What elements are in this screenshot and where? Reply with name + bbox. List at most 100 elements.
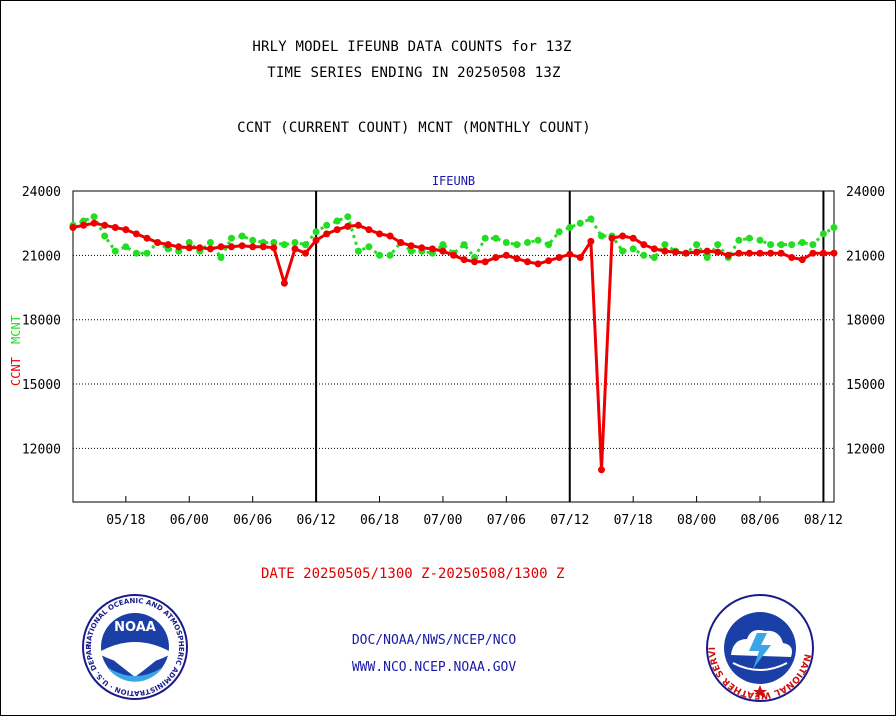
data-point-ccnt (80, 221, 88, 229)
data-point-mcnt (132, 249, 140, 257)
data-point-ccnt (502, 251, 510, 259)
data-point-ccnt (703, 247, 711, 255)
y-tick-label-left: 24000 (22, 185, 61, 200)
data-point-mcnt (788, 241, 796, 249)
data-point-mcnt (524, 239, 531, 246)
plot-area-frame (72, 190, 835, 503)
data-point-ccnt (344, 222, 352, 230)
noaa-logo: NATIONAL OCEANIC AND ATMOSPHERIC ADMINIS… (81, 593, 188, 700)
data-point-mcnt (407, 247, 415, 255)
data-point-mcnt (238, 232, 246, 240)
data-point-ccnt (724, 251, 732, 259)
data-point-ccnt (164, 241, 172, 249)
data-point-ccnt (333, 226, 341, 234)
data-point-mcnt (777, 241, 785, 249)
data-point-mcnt (185, 239, 193, 246)
data-point-ccnt (777, 249, 785, 257)
data-point-mcnt (745, 234, 753, 242)
data-point-ccnt (386, 232, 394, 240)
data-point-mcnt (534, 236, 542, 244)
x-tick-label: 06/00 (170, 513, 209, 528)
y-axis-label-mcnt: MCNT (9, 315, 23, 344)
data-point-ccnt (576, 254, 584, 261)
data-point-ccnt (471, 258, 479, 266)
data-point-mcnt (492, 234, 500, 242)
data-point-ccnt (175, 243, 183, 251)
data-point-mcnt (809, 241, 817, 249)
data-point-ccnt (439, 247, 447, 255)
data-point-ccnt (756, 249, 764, 257)
data-point-ccnt (312, 236, 320, 244)
x-tick-label: 08/12 (804, 513, 843, 528)
data-point-mcnt (619, 247, 627, 255)
chart-title-line-3: CCNT (CURRENT COUNT) MCNT (MONTHLY COUNT… (237, 120, 591, 136)
data-point-mcnt (819, 230, 827, 238)
data-point-ccnt (206, 245, 214, 253)
data-point-mcnt (502, 239, 510, 246)
data-point-ccnt (323, 230, 331, 238)
data-point-mcnt (122, 243, 130, 251)
data-point-ccnt (122, 226, 130, 234)
data-point-mcnt (217, 254, 225, 261)
data-point-ccnt (481, 258, 489, 266)
x-tick-label: 06/12 (297, 513, 336, 528)
data-point-ccnt (598, 466, 605, 474)
y-tick-label-left: 18000 (22, 314, 61, 329)
data-point-ccnt (460, 256, 468, 264)
data-point-mcnt (376, 251, 383, 259)
y-tick-label-left: 12000 (22, 442, 61, 457)
data-point-ccnt (302, 249, 309, 257)
data-point-ccnt (513, 255, 521, 263)
data-point-mcnt (280, 241, 288, 249)
data-point-mcnt (587, 215, 595, 223)
data-point-mcnt (90, 213, 98, 221)
org-path-label: DOC/NOAA/NWS/NCEP/NCO (351, 633, 517, 648)
chart-title-line-1: HRLY MODEL IFEUNB DATA COUNTS for 13Z (252, 39, 572, 55)
data-point-mcnt (143, 249, 151, 257)
data-point-mcnt (640, 251, 648, 259)
data-point-mcnt (460, 241, 468, 249)
data-point-ccnt (534, 260, 542, 268)
y-tick-label-right: 24000 (846, 185, 885, 200)
data-point-mcnt (323, 221, 331, 229)
data-point-ccnt (650, 245, 658, 253)
data-point-mcnt (249, 236, 257, 244)
data-point-ccnt (365, 226, 373, 234)
y-tick-label-left: 21000 (22, 249, 61, 264)
data-point-ccnt (185, 244, 193, 252)
data-point-ccnt (249, 243, 257, 251)
data-point-mcnt (439, 241, 447, 249)
data-point-mcnt (830, 224, 838, 231)
data-point-ccnt (196, 244, 204, 252)
data-point-mcnt (756, 236, 764, 244)
y-axis-label-ccnt: CCNT (9, 357, 23, 386)
data-point-mcnt (302, 241, 309, 249)
data-point-mcnt (714, 241, 722, 249)
data-point-ccnt (640, 241, 648, 249)
y-tick-label-right: 12000 (846, 442, 885, 457)
data-point-mcnt (735, 236, 743, 244)
data-point-mcnt (566, 224, 574, 231)
data-point-mcnt (576, 219, 584, 227)
data-point-ccnt (397, 239, 405, 246)
x-tick-label: 06/18 (360, 513, 399, 528)
x-tick-label: 07/00 (423, 513, 462, 528)
data-point-ccnt (693, 248, 701, 256)
y-tick-label-right: 21000 (846, 249, 885, 264)
data-point-mcnt (228, 234, 235, 242)
data-point-ccnt (143, 234, 151, 242)
data-point-mcnt (598, 232, 605, 240)
data-point-ccnt (111, 224, 119, 231)
data-point-ccnt (407, 242, 415, 250)
date-range-label: DATE 20250505/1300 Z-20250508/1300 Z (261, 566, 565, 582)
data-point-ccnt (830, 249, 838, 257)
data-point-mcnt (481, 234, 489, 242)
data-point-mcnt (111, 247, 119, 255)
x-tick-label: 06/06 (233, 513, 272, 528)
x-tick-label: 05/18 (106, 513, 145, 528)
data-point-ccnt (69, 224, 77, 231)
data-point-ccnt (661, 247, 669, 255)
data-point-ccnt (154, 239, 162, 246)
data-point-ccnt (270, 244, 278, 252)
